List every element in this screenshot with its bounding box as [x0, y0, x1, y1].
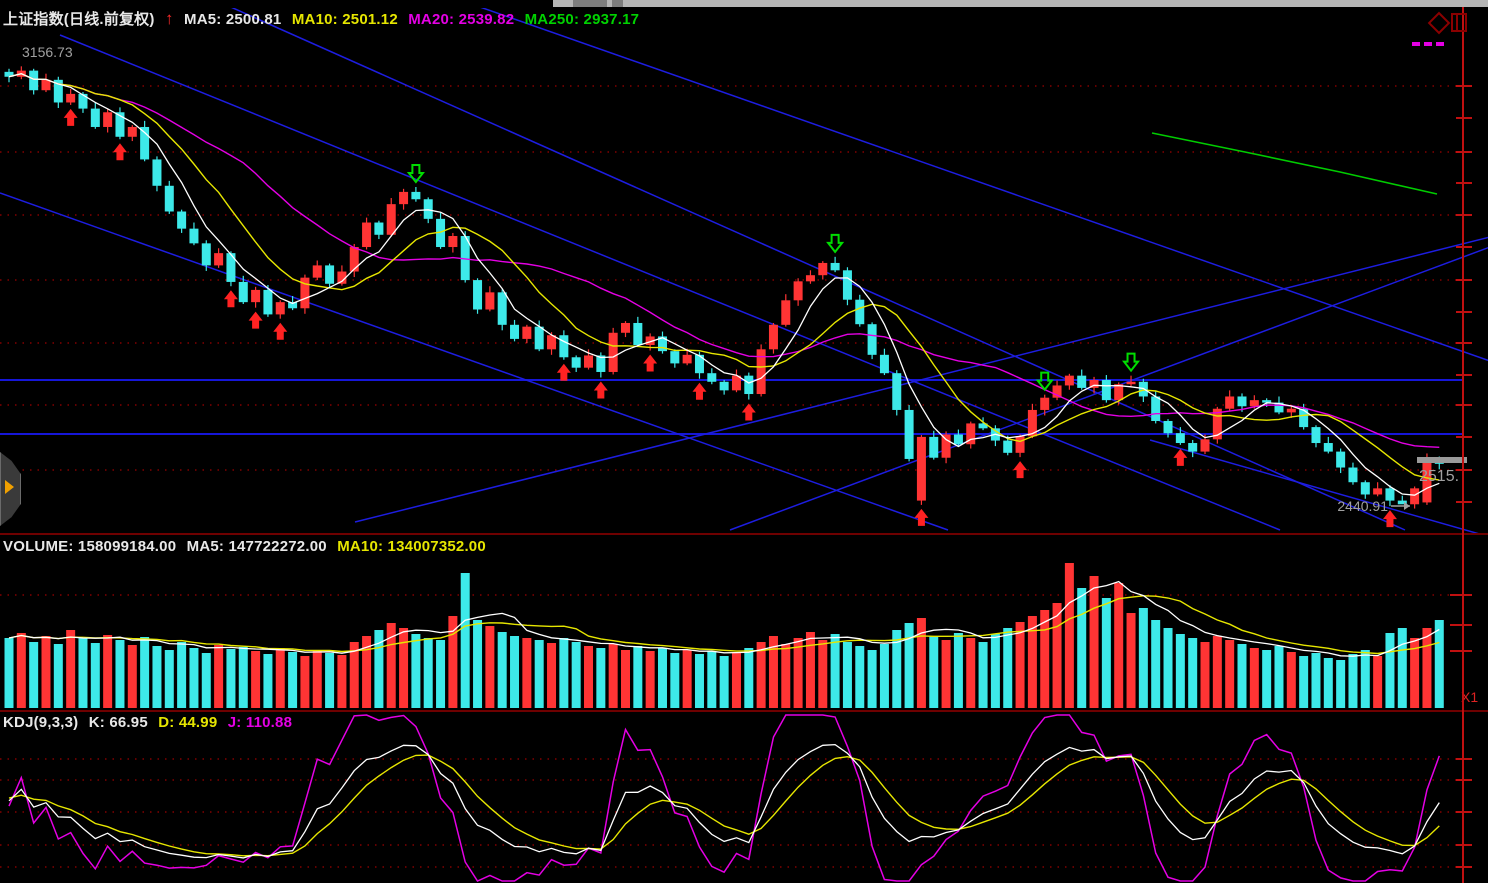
- volume-axis-ticks: [1450, 594, 1472, 652]
- buy-signal-arrow: [223, 290, 238, 308]
- ma20-value: MA20: 2539.82: [408, 11, 515, 28]
- more-options-icon[interactable]: [1412, 33, 1448, 51]
- top-strip-notch: [573, 0, 607, 7]
- buy-signal-arrow: [248, 311, 263, 329]
- instrument-title: 上证指数(日线.前复权): [3, 11, 155, 28]
- buy-signal-arrow: [63, 108, 78, 126]
- buy-signal-arrow: [273, 322, 288, 340]
- svg-text:X1: X1: [1461, 689, 1478, 705]
- ma250-value: MA250: 2937.17: [524, 11, 640, 28]
- buy-signal-arrow: [556, 363, 571, 381]
- volume-value: VOLUME: 158099184.00: [3, 538, 177, 555]
- buy-signal-arrow: [741, 403, 756, 421]
- price-labels: 3156.73 2515. 2440.91: [22, 44, 1467, 514]
- kdj-chart-canvas[interactable]: [0, 712, 1488, 883]
- buy-signal-arrow: [112, 143, 127, 161]
- up-arrow-icon: ↑: [164, 9, 174, 28]
- kdj-header: KDJ(9,3,3) K: 66.95 D: 44.99 J: 110.88: [3, 714, 298, 731]
- horizontal-support-lines: [0, 379, 1462, 435]
- sell-signal-arrow: [406, 164, 425, 184]
- top-strip-notch: [612, 0, 623, 7]
- ma250-line: [1151, 132, 1438, 195]
- panel-separator: [0, 533, 1488, 535]
- kdj-j-value: J: 110.88: [227, 714, 293, 731]
- buy-signal-arrow: [1382, 510, 1397, 528]
- buy-signal-arrow: [593, 381, 608, 399]
- sell-signal-arrow: [1121, 352, 1141, 373]
- kdj-lines: [8, 714, 1441, 882]
- signal-arrows: [63, 108, 1397, 528]
- kdj-name: KDJ(9,3,3): [3, 714, 79, 731]
- window-top-strip: [553, 0, 1488, 7]
- volume-ma-lines: [8, 580, 1440, 657]
- ma5-value: MA5: 2500.81: [184, 11, 282, 28]
- price-gridlines: [0, 85, 1462, 471]
- main-chart-canvas[interactable]: 3156.73 2515. 2440.91: [0, 8, 1488, 533]
- sell-signal-arrow: [1035, 371, 1054, 392]
- price-ma-lines: [8, 72, 1440, 496]
- main-chart-header: 上证指数(日线.前复权) ↑ MA5: 2500.81 MA10: 2501.1…: [3, 8, 645, 29]
- volume-chart-canvas[interactable]: X1: [0, 536, 1488, 710]
- volume-header: VOLUME: 158099184.00 MA5: 147722272.00 M…: [3, 538, 492, 555]
- buy-signal-arrow: [1013, 461, 1028, 479]
- svg-text:2515.: 2515.: [1419, 468, 1459, 485]
- svg-text:3156.73: 3156.73: [22, 44, 73, 60]
- candlesticks: [4, 66, 1444, 509]
- panel-separator: [0, 710, 1488, 712]
- price-axis[interactable]: [1462, 0, 1464, 883]
- svg-text:2440.91: 2440.91: [1337, 498, 1388, 514]
- volume-ma10-value: MA10: 134007352.00: [337, 538, 486, 555]
- volume-ma5-value: MA5: 147722272.00: [186, 538, 327, 555]
- kdj-d-value: D: 44.99: [158, 714, 218, 731]
- window-panes-icon[interactable]: [1451, 13, 1467, 32]
- kdj-axis-ticks: [1456, 758, 1472, 868]
- volume-bars: [4, 563, 1444, 708]
- kdj-gridlines: [0, 758, 1462, 868]
- main-axis-ticks: [1456, 85, 1472, 503]
- kdj-k-value: K: 66.95: [88, 714, 148, 731]
- trendlines: [0, 8, 1488, 533]
- ma10-value: MA10: 2501.12: [291, 11, 398, 28]
- buy-signal-arrow: [914, 508, 929, 526]
- buy-signal-arrow: [692, 382, 707, 400]
- sell-signal-arrow: [826, 233, 845, 254]
- expand-arrow-icon: [5, 480, 14, 494]
- buy-signal-arrow: [1173, 448, 1188, 466]
- volume-unit-label: X1: [1461, 689, 1478, 705]
- buy-signal-arrow: [643, 354, 658, 372]
